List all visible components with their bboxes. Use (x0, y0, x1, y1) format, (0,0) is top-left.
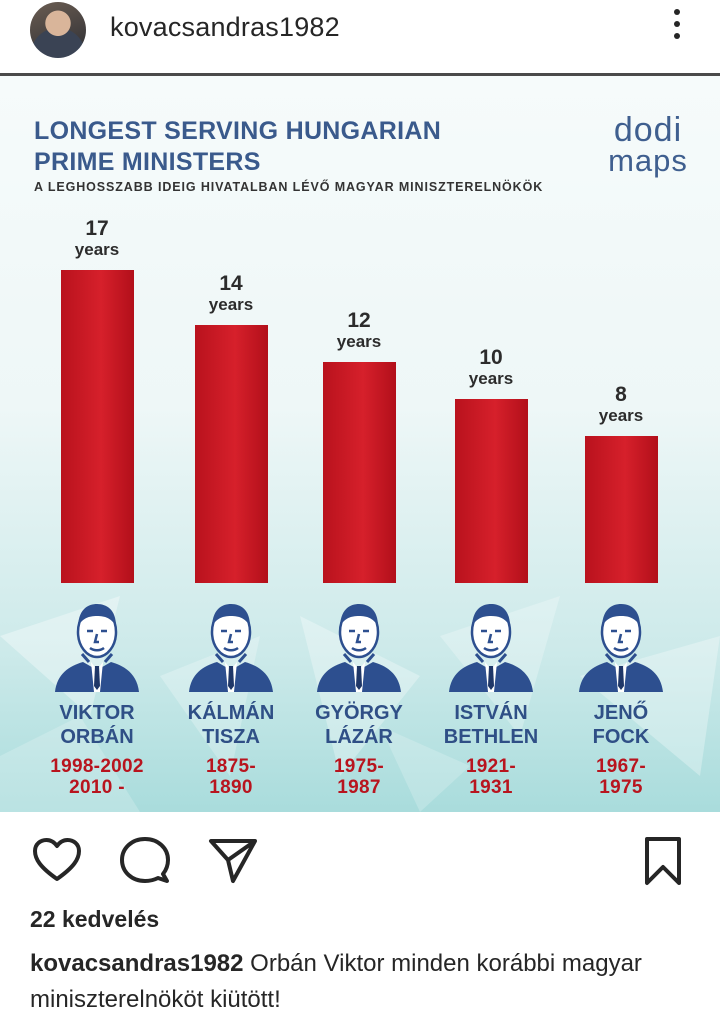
bar-value: 17 (85, 217, 109, 240)
post-image[interactable]: LONGEST SERVING HUNGARIAN PRIME MINISTER… (0, 76, 720, 812)
caption-text: Orbán Viktor minden korábbi magyar minis… (30, 950, 642, 1013)
bar-unit: years (336, 332, 382, 352)
minister-name: GYÖRGY LÁZÁR (294, 701, 424, 749)
minister-name-line: BETHLEN (443, 726, 539, 748)
portrait-icon (449, 604, 533, 692)
more-options-button[interactable] (660, 4, 694, 44)
portrait-icon (579, 604, 663, 692)
minister-name: JENŐ FOCK (556, 701, 686, 749)
minister-name-line: ISTVÁN (454, 702, 528, 724)
minister-name-line: LÁZÁR (325, 726, 393, 748)
bar-value: 14 (219, 272, 243, 296)
bar-value: 10 (479, 345, 503, 369)
action-bar (0, 812, 720, 902)
minister-term-years: 1967- 1975 (556, 756, 686, 798)
term-years-line: 1890 (209, 777, 253, 798)
bar-value-label: 17 years (42, 218, 152, 260)
caption-username[interactable]: kovacsandras1982 (30, 950, 244, 977)
logo-line-1: dodi (613, 111, 683, 149)
minister-term-years: 1998-2002 2010 - (32, 756, 162, 798)
more-vertical-icon (674, 21, 680, 27)
heart-icon[interactable] (30, 834, 84, 888)
portrait-icon (189, 604, 273, 692)
username[interactable]: kovacsandras1982 (110, 12, 340, 42)
minister-name-line: JENŐ (593, 702, 649, 724)
bar-unit: years (598, 405, 644, 425)
title-line-1: LONGEST SERVING HUNGARIAN (34, 117, 442, 145)
more-vertical-icon (674, 33, 680, 39)
dodi-maps-logo: dodi maps (598, 111, 698, 178)
post-header: kovacsandras1982 (0, 0, 720, 70)
bar-3 (323, 362, 396, 583)
bar-1 (61, 270, 134, 583)
comment-icon[interactable] (118, 834, 172, 888)
portrait-icon (55, 604, 139, 692)
bookmark-icon[interactable] (636, 834, 690, 888)
term-years-line: 1998-2002 (50, 756, 144, 777)
term-years-line: 1975 (599, 777, 643, 798)
minister-name: VIKTOR ORBÁN (32, 701, 162, 749)
bar-4 (455, 398, 528, 583)
minister-term-years: 1921- 1931 (426, 756, 556, 798)
term-years-line: 1987 (337, 777, 381, 798)
portrait-icon (317, 604, 401, 692)
bar-unit: years (208, 295, 254, 315)
bar-5 (585, 435, 658, 583)
minister-name-line: GYÖRGY (315, 702, 403, 724)
minister-name-line: FOCK (592, 726, 650, 748)
bar-unit: years (74, 240, 120, 259)
minister-term-years: 1975- 1987 (294, 756, 424, 798)
post-caption: kovacsandras1982 Orbán Viktor minden kor… (30, 946, 690, 1018)
more-vertical-icon (674, 9, 680, 15)
avatar[interactable] (30, 2, 86, 58)
minister-name: ISTVÁN BETHLEN (426, 701, 556, 749)
term-years-line: 1875- (205, 756, 257, 777)
term-years-line: 1967- (595, 756, 647, 777)
infographic-title: LONGEST SERVING HUNGARIAN PRIME MINISTER… (34, 116, 441, 178)
bar-2 (195, 325, 268, 583)
header-divider (0, 73, 720, 76)
minister-name-line: TISZA (202, 726, 260, 748)
bar-value-label: 8 years (566, 382, 676, 426)
bar-unit: years (468, 368, 514, 388)
title-line-2: PRIME MINISTERS (34, 148, 261, 176)
logo-line-2: maps (608, 143, 688, 178)
term-years-line: 1931 (469, 777, 513, 798)
likes-count[interactable]: 22 kedvelés (30, 906, 160, 932)
term-years-line: 2010 - (69, 777, 125, 798)
minister-name-line: ORBÁN (60, 726, 134, 748)
minister-name: KÁLMÁN TISZA (166, 701, 296, 749)
minister-name-line: VIKTOR (59, 702, 135, 724)
bar-value-label: 14 years (176, 273, 286, 315)
minister-term-years: 1875- 1890 (166, 756, 296, 798)
bar-value-label: 10 years (436, 345, 546, 389)
minister-name-line: KÁLMÁN (187, 702, 275, 724)
term-years-line: 1975- (333, 756, 385, 777)
share-icon[interactable] (206, 834, 260, 888)
bar-value: 12 (347, 309, 371, 333)
term-years-line: 1921- (465, 756, 517, 777)
bar-value-label: 12 years (304, 310, 414, 352)
infographic-subtitle: A LEGHOSSZABB IDEIG HIVATALBAN LÉVŐ MAGY… (34, 180, 544, 194)
bar-value: 8 (615, 382, 627, 406)
